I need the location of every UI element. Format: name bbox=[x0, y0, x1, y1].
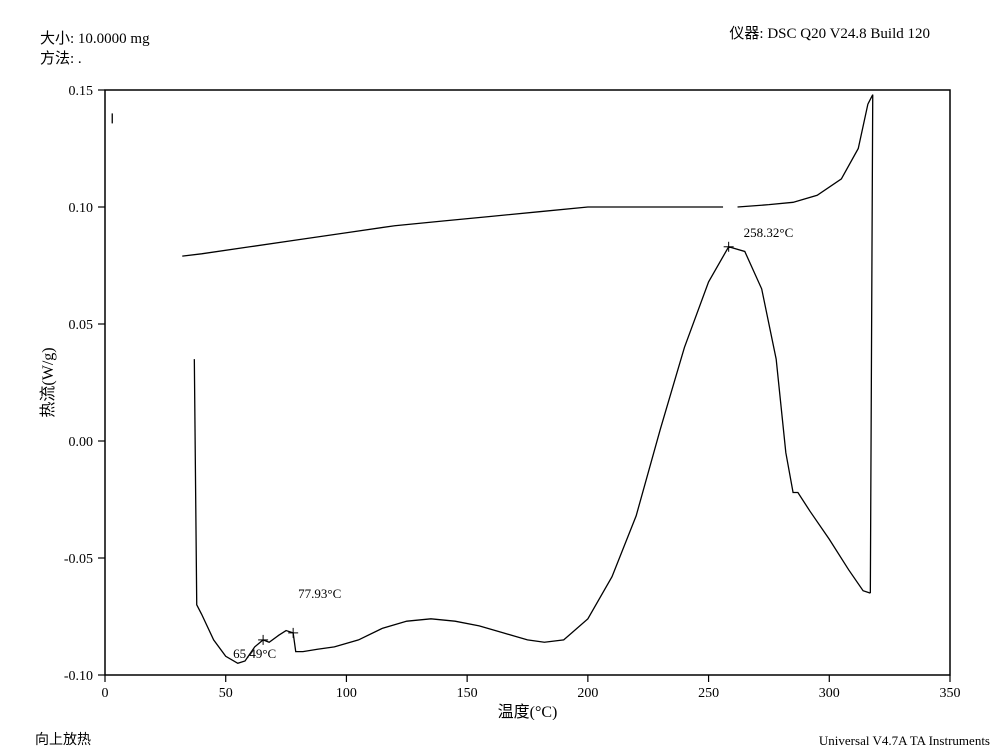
exo-up-label: 向上放热 bbox=[35, 729, 91, 749]
dsc-chart: 0 50 100 150 200 250 300 350 温度(°C) -0.10 -0.05 0.0… bbox=[35, 70, 965, 720]
svg-text:0: 0 bbox=[102, 686, 109, 701]
svg-text:0.00: 0.00 bbox=[69, 435, 94, 450]
svg-text:0.10: 0.10 bbox=[69, 201, 94, 216]
svg-text:0.05: 0.05 bbox=[69, 318, 94, 333]
svg-text:温度(°C): 温度(°C) bbox=[498, 703, 558, 720]
svg-text:50: 50 bbox=[219, 686, 233, 701]
svg-text:300: 300 bbox=[819, 686, 840, 701]
method-label: 方法: . bbox=[40, 51, 82, 67]
svg-text:250: 250 bbox=[698, 686, 719, 701]
svg-text:200: 200 bbox=[577, 686, 598, 701]
svg-text:100: 100 bbox=[336, 686, 357, 701]
instrument-value: DSC Q20 V24.8 Build 120 bbox=[767, 26, 930, 42]
svg-text:350: 350 bbox=[940, 686, 961, 701]
svg-text:-0.05: -0.05 bbox=[64, 552, 93, 567]
svg-text:0.15: 0.15 bbox=[69, 84, 94, 99]
svg-text:150: 150 bbox=[457, 686, 478, 701]
svg-text:热流(W/g): 热流(W/g) bbox=[39, 347, 57, 417]
svg-text:65.49°C: 65.49°C bbox=[233, 646, 276, 661]
svg-text:258.32°C: 258.32°C bbox=[744, 225, 794, 240]
software-label: Universal V4.7A TA Instruments bbox=[819, 733, 990, 749]
instrument-label: 仪器: bbox=[729, 26, 763, 42]
svg-text:77.93°C: 77.93°C bbox=[298, 586, 341, 601]
size-label: 大小: bbox=[40, 31, 74, 47]
chart-svg: 0 50 100 150 200 250 300 350 温度(°C) -0.10 -0.05 0.0… bbox=[35, 70, 965, 720]
size-value: 10.0000 mg bbox=[78, 31, 150, 47]
svg-text:-0.10: -0.10 bbox=[64, 669, 93, 684]
